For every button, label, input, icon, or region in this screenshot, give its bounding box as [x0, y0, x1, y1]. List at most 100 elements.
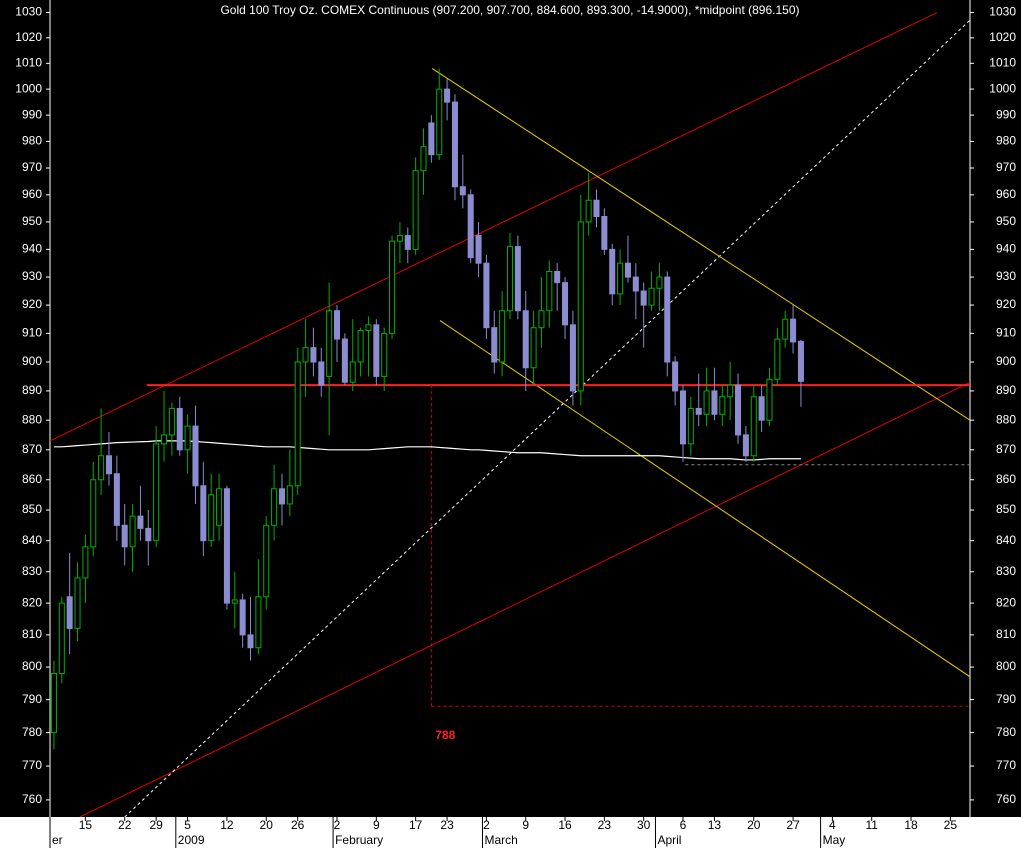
candle-body [672, 361, 679, 392]
y-tick-label: 790 [22, 692, 42, 706]
x-tick-label: 25 [944, 818, 958, 832]
y2-tick-label: 950 [996, 214, 1016, 228]
candle-body [679, 390, 687, 445]
candle-body [357, 330, 364, 363]
candle-body [735, 384, 742, 436]
x-tick-label: 5 [184, 818, 191, 832]
candle-body [577, 221, 584, 392]
candle-body [208, 494, 215, 542]
y2-tick-label: 880 [996, 412, 1016, 426]
candle-body [145, 527, 152, 542]
y2-tick-label: 960 [996, 187, 1016, 201]
candle-body [192, 425, 199, 487]
candle-body [624, 262, 631, 278]
y-tick-label: 760 [22, 792, 42, 806]
candle-body [129, 515, 136, 548]
y-tick-label: 990 [22, 107, 42, 121]
candle-body [750, 396, 757, 457]
x-tick-label: 9 [373, 818, 380, 832]
candle-body [349, 361, 356, 383]
candle-body [703, 390, 710, 415]
y2-tick-label: 860 [996, 472, 1016, 486]
y-tick-label: 840 [22, 533, 42, 547]
candle-body [231, 599, 238, 604]
y-tick-label: 780 [22, 725, 42, 739]
month-label: April [657, 833, 681, 847]
candle-body [216, 488, 223, 526]
candle-body [223, 488, 230, 604]
trend-line [124, 19, 970, 817]
candle-body [444, 88, 451, 103]
y-tick-label: 1000 [15, 81, 42, 95]
x-tick-label: 27 [786, 818, 800, 832]
candle-body [412, 170, 419, 250]
candle-body [774, 338, 781, 380]
y-tick-label: 850 [22, 502, 42, 516]
candle-body [436, 88, 443, 156]
candle-body [168, 407, 175, 436]
x-tick-label: 2 [334, 818, 341, 832]
y2-tick-label: 800 [996, 659, 1016, 673]
y-tick-label: 900 [22, 354, 42, 368]
candle-body [562, 282, 569, 326]
candle-body [758, 396, 765, 421]
x-tick-label: 17 [409, 818, 423, 832]
candle-body [66, 596, 73, 629]
trend-line [79, 381, 970, 817]
candle-body [90, 479, 97, 548]
candle-body [310, 347, 317, 363]
y2-tick-label: 780 [996, 725, 1016, 739]
x-tick-label: 16 [558, 818, 572, 832]
y-tick-label: 950 [22, 214, 42, 228]
candle-body [695, 407, 702, 415]
trend-line [50, 12, 938, 442]
y2-tick-label: 1030 [989, 5, 1016, 19]
y-tick-label: 1020 [15, 30, 42, 44]
y2-tick-label: 940 [996, 242, 1016, 256]
y-tick-label: 910 [22, 326, 42, 340]
candle-body [333, 310, 341, 340]
trend-line [431, 68, 970, 421]
candle-body [782, 318, 789, 340]
x-tick-label: 15 [79, 818, 93, 832]
candle-body [617, 262, 624, 295]
x-tick-label: 4 [829, 818, 836, 832]
y2-tick-label: 900 [996, 354, 1016, 368]
y-tick-label: 770 [22, 758, 42, 772]
candle-body [389, 240, 396, 334]
x-tick-label: 2 [483, 818, 490, 832]
candle-body [420, 146, 427, 172]
candle-body [483, 262, 490, 329]
candle-body [467, 194, 474, 259]
y2-tick-label: 990 [996, 107, 1016, 121]
candle-body [797, 340, 804, 382]
x-tick-label: 30 [637, 818, 651, 832]
x-tick-label: 9 [522, 818, 529, 832]
candle-body [365, 324, 372, 332]
y2-tick-label: 820 [996, 595, 1016, 609]
candle-body [153, 443, 160, 542]
x-tick-label: 20 [747, 818, 761, 832]
x-tick-label: 12 [220, 818, 234, 832]
candle-body [294, 361, 301, 487]
y2-tick-label: 830 [996, 564, 1016, 578]
candle-body [341, 338, 348, 383]
candle-body [184, 425, 191, 451]
month-label: 2009 [178, 833, 205, 847]
y2-tick-label: 870 [996, 442, 1016, 456]
candle-body [318, 361, 325, 386]
x-tick-label: 23 [440, 818, 454, 832]
candle-body [58, 602, 65, 675]
candle-body [727, 384, 734, 398]
candle-body [105, 455, 112, 475]
candle-body [514, 246, 521, 312]
x-tick-label: 22 [118, 818, 132, 832]
x-tick-label: 26 [291, 818, 305, 832]
y2-tick-label: 790 [996, 692, 1016, 706]
y2-tick-label: 980 [996, 134, 1016, 148]
y-tick-label: 830 [22, 564, 42, 578]
y2-tick-label: 810 [996, 627, 1016, 641]
candle-body [278, 488, 285, 505]
